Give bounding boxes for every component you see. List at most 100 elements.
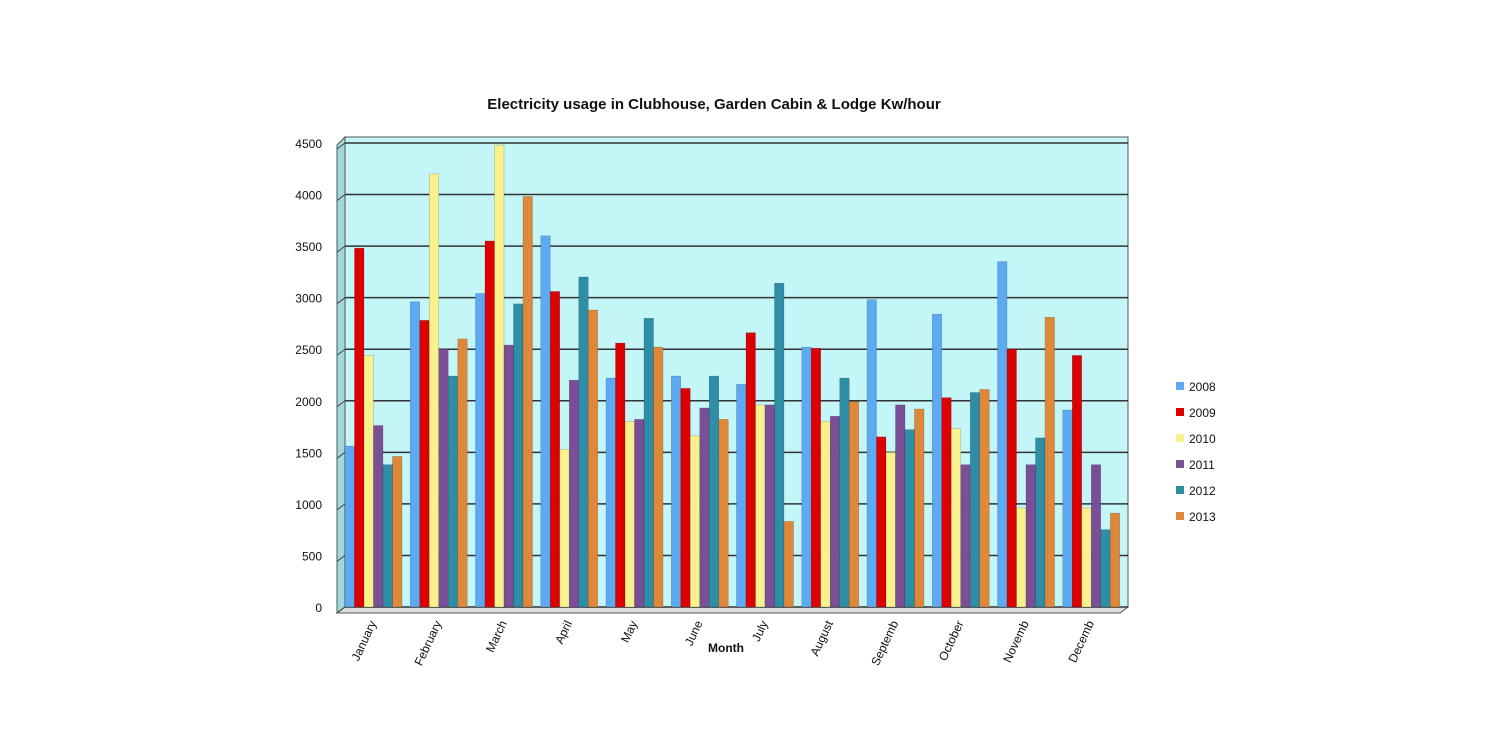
- bar: [969, 392, 981, 608]
- gridline-side: [336, 400, 346, 408]
- legend-label: 2008: [1189, 380, 1216, 394]
- legend-label: 2009: [1189, 406, 1216, 420]
- bar: [1035, 437, 1046, 608]
- gridline-side: [336, 503, 346, 511]
- gridline-side: [336, 348, 346, 356]
- gridline-side: [336, 606, 346, 614]
- bar: [354, 247, 365, 608]
- bar: [820, 421, 831, 608]
- bar: [774, 282, 785, 608]
- legend-label: 2013: [1189, 510, 1216, 524]
- bar: [568, 379, 580, 608]
- y-axis-ticks: 0 500 1000 1500 2000 2500 3000 3500 4000 4500: [295, 137, 322, 615]
- y-tick-label: 500: [302, 549, 322, 563]
- bar: [1006, 348, 1017, 608]
- legend-label: 2011: [1189, 458, 1215, 472]
- y-tick-label: 3500: [295, 240, 322, 254]
- bar: [745, 332, 756, 608]
- legend-label: 2010: [1189, 432, 1216, 446]
- bar: [783, 521, 794, 608]
- bar: [801, 346, 812, 608]
- bar: [885, 452, 896, 608]
- bar: [1044, 316, 1055, 608]
- bar: [559, 448, 570, 608]
- bar: [409, 301, 421, 608]
- bar: [950, 428, 962, 608]
- bar: [848, 401, 860, 608]
- bar: [634, 419, 645, 608]
- y-tick-label: 1500: [295, 446, 322, 460]
- bar: [1062, 409, 1073, 608]
- bar: [699, 407, 710, 608]
- bar: [373, 425, 384, 608]
- bar: [578, 276, 589, 608]
- bar: [904, 429, 915, 608]
- x-tick-label: Decemb: [1065, 618, 1097, 665]
- gridline-side: [336, 555, 346, 562]
- x-tick-label: June: [682, 618, 706, 648]
- chart-title: Electricity usage in Clubhouse, Garden C…: [487, 96, 941, 113]
- bar: [839, 377, 850, 608]
- bar: [755, 404, 766, 608]
- y-tick-label: 2500: [295, 343, 322, 357]
- gridline-side: [336, 194, 346, 201]
- bar: [549, 291, 561, 608]
- legend-swatch: [1176, 434, 1184, 442]
- bar: [587, 309, 599, 608]
- bar: [428, 173, 440, 608]
- bar: [503, 344, 514, 608]
- x-tick-label: Septemb: [868, 618, 901, 668]
- x-tick-label: February: [412, 618, 445, 667]
- bar: [866, 299, 877, 608]
- bar: [1016, 507, 1027, 608]
- legend-label: 2012: [1189, 484, 1216, 498]
- legend-swatch: [1176, 408, 1184, 416]
- x-axis-label: Month: [708, 641, 744, 655]
- bar: [979, 389, 990, 608]
- x-tick-label: October: [936, 618, 967, 663]
- bar: [670, 375, 682, 608]
- bar: [1071, 355, 1083, 608]
- bar: [344, 445, 355, 608]
- bar: [960, 464, 971, 608]
- bar: [931, 313, 943, 608]
- bar: [438, 348, 449, 608]
- gridline-side: [336, 451, 346, 459]
- y-tick-label: 2000: [295, 395, 322, 409]
- bar: [392, 456, 403, 608]
- bar: [680, 388, 691, 608]
- bar: [941, 397, 952, 608]
- x-tick-label: August: [808, 618, 837, 658]
- y-tick-label: 1000: [295, 498, 322, 512]
- bar: [689, 435, 701, 608]
- bar: [1081, 507, 1092, 608]
- gridline-side: [336, 297, 346, 305]
- bar: [382, 464, 393, 608]
- legend-swatch: [1176, 512, 1184, 520]
- bar: [718, 419, 729, 608]
- bar: [895, 404, 906, 608]
- bar: [475, 293, 486, 608]
- bar: [484, 240, 495, 608]
- bar: [1109, 512, 1121, 608]
- x-tick-label: July: [749, 618, 771, 643]
- bar: [653, 346, 664, 608]
- bar: [643, 317, 654, 608]
- bar: [997, 261, 1008, 608]
- bars: [344, 144, 1121, 608]
- bar: [810, 347, 822, 608]
- floor: [335, 606, 1130, 614]
- bar: [447, 375, 459, 608]
- y-tick-label: 0: [315, 601, 322, 615]
- bar: [1025, 464, 1036, 608]
- bar: [1090, 464, 1102, 608]
- bar: [914, 408, 925, 608]
- bar: [615, 342, 626, 608]
- legend-swatch: [1176, 460, 1184, 468]
- x-tick-label: May: [618, 618, 640, 644]
- bar: [876, 436, 887, 608]
- bar: [522, 196, 533, 608]
- bar: [1100, 529, 1111, 608]
- bar: [736, 383, 747, 608]
